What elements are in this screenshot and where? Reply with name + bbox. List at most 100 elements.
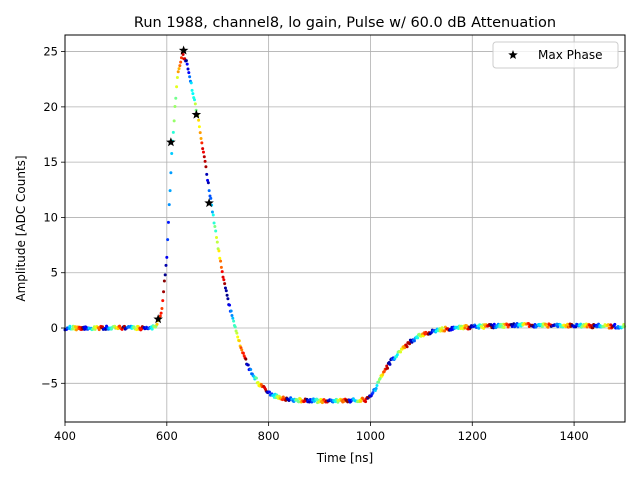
pulse-sample-point — [374, 387, 378, 391]
x-tick-label: 1400 — [559, 429, 588, 443]
pulse-sample-point — [168, 189, 172, 193]
legend: Max Phase — [492, 41, 619, 69]
pulse-sample-point — [298, 397, 302, 401]
pulse-sample-point — [135, 328, 139, 332]
pulse-sample-point — [233, 325, 237, 329]
pulse-sample-point — [213, 224, 217, 228]
pulse-sample-point — [184, 59, 188, 63]
pulse-sample-point — [579, 322, 583, 326]
pulse-sample-point — [169, 171, 173, 175]
pulse-sample-point — [190, 88, 194, 92]
pulse-sample-point — [375, 383, 379, 387]
pulse-sample-point — [209, 196, 213, 200]
legend-star-marker — [508, 50, 518, 60]
pulse-sample-point — [222, 278, 226, 282]
pulse-sample-point — [359, 399, 363, 403]
pulse-sample-point — [207, 189, 211, 193]
pulse-sample-point — [220, 270, 224, 274]
y-tick-label: 0 — [51, 321, 58, 335]
pulse-sample-point — [256, 381, 260, 385]
x-tick-label: 800 — [258, 429, 280, 443]
pulse-sample-point — [214, 229, 218, 233]
pulse-sample-point — [201, 147, 205, 151]
pulse-sample-point — [219, 265, 223, 269]
pulse-sample-point — [176, 70, 180, 74]
pulse-sample-point — [158, 314, 162, 318]
chart-title: Run 1988, channel8, lo gain, Pulse w/ 60… — [134, 15, 556, 31]
pulse-sample-point — [74, 328, 78, 332]
pulse-sample-point — [175, 76, 179, 80]
pulse-sample-point — [237, 339, 241, 343]
y-tick-label: 15 — [43, 155, 58, 169]
legend-star-icon — [508, 50, 518, 60]
pulse-sample-point — [217, 249, 221, 253]
pulse-sample-point — [175, 85, 179, 89]
pulse-sample-point — [197, 118, 201, 122]
pulse-sample-point — [185, 62, 189, 66]
x-axis-label: Time [ns] — [316, 451, 373, 465]
pulse-sample-point — [440, 326, 444, 330]
pulse-sample-point — [228, 303, 232, 307]
max-phase-series — [153, 45, 214, 324]
pulse-sample-point — [161, 299, 165, 303]
pulse-sample-point — [371, 391, 375, 395]
pulse-sample-point — [211, 213, 215, 217]
pulse-sample-point — [165, 255, 169, 259]
pulse-sample-point — [609, 323, 613, 327]
pulse-sample-point — [388, 362, 392, 366]
pulse-sample-point — [150, 327, 154, 331]
pulse-sample-point — [606, 323, 610, 327]
pulse-sample-point — [395, 353, 399, 357]
pulse-sample-point — [70, 327, 74, 331]
y-axis-ticks: −5 0 5 10 15 20 25 — [41, 45, 65, 390]
pulse-sample-point — [198, 131, 202, 135]
pulse-sample-point — [546, 325, 550, 329]
pulse-sample-point — [170, 152, 174, 156]
pulse-sample-point — [193, 98, 197, 102]
pulse-sample-point — [206, 181, 210, 185]
pulse-sample-point — [172, 119, 176, 123]
pulse-sample-point — [177, 67, 181, 71]
pulse-sample-point — [215, 236, 219, 240]
y-tick-label: 20 — [43, 100, 58, 114]
pulse-sample-point — [399, 350, 403, 354]
pulse-sample-point — [241, 351, 245, 355]
pulse-sample-point — [173, 104, 177, 108]
pulse-sample-point — [613, 322, 617, 326]
pulse-sample-point — [405, 345, 409, 349]
max-phase-star — [178, 45, 189, 55]
pulse-sample-point — [254, 376, 258, 380]
pulse-sample-point — [166, 238, 170, 242]
pulse-sample-point — [166, 220, 170, 224]
pulse-sample-point — [249, 367, 253, 371]
legend-entry-max-phase: Max Phase — [538, 48, 602, 62]
max-phase-star — [153, 314, 163, 324]
pulse-sample-point — [556, 325, 560, 329]
pulse-sample-point — [574, 325, 578, 329]
pulse-sample-point — [502, 326, 506, 330]
pulse-sample-point — [197, 125, 201, 129]
pulse-sample-point — [178, 64, 182, 68]
pulse-sample-point — [193, 102, 197, 106]
pulse-sample-point — [187, 71, 191, 75]
pulse-sample-point — [463, 326, 467, 330]
pulse-sample-point — [203, 159, 207, 163]
pulse-sample-point — [267, 390, 271, 394]
pulse-sample-point — [208, 194, 212, 198]
pulse-sample-point — [566, 322, 570, 326]
pulse-sample-point — [244, 357, 248, 361]
pulse-sample-point — [68, 324, 72, 328]
pulse-sample-point — [179, 56, 183, 60]
pulse-sample-point — [240, 348, 244, 352]
pulse-sample-point — [160, 307, 164, 311]
pulse-sample-point — [235, 331, 239, 335]
pulse-sample-point — [181, 53, 185, 57]
pulse-sample-point — [225, 293, 229, 297]
pulse-sample-point — [378, 376, 382, 380]
pulse-sample-point — [482, 326, 486, 330]
y-tick-label: 5 — [51, 266, 58, 280]
pulse-sample-point — [174, 96, 178, 100]
pulse-sample-point — [201, 150, 205, 154]
y-tick-label: 10 — [43, 210, 58, 224]
legend-box — [492, 41, 619, 69]
